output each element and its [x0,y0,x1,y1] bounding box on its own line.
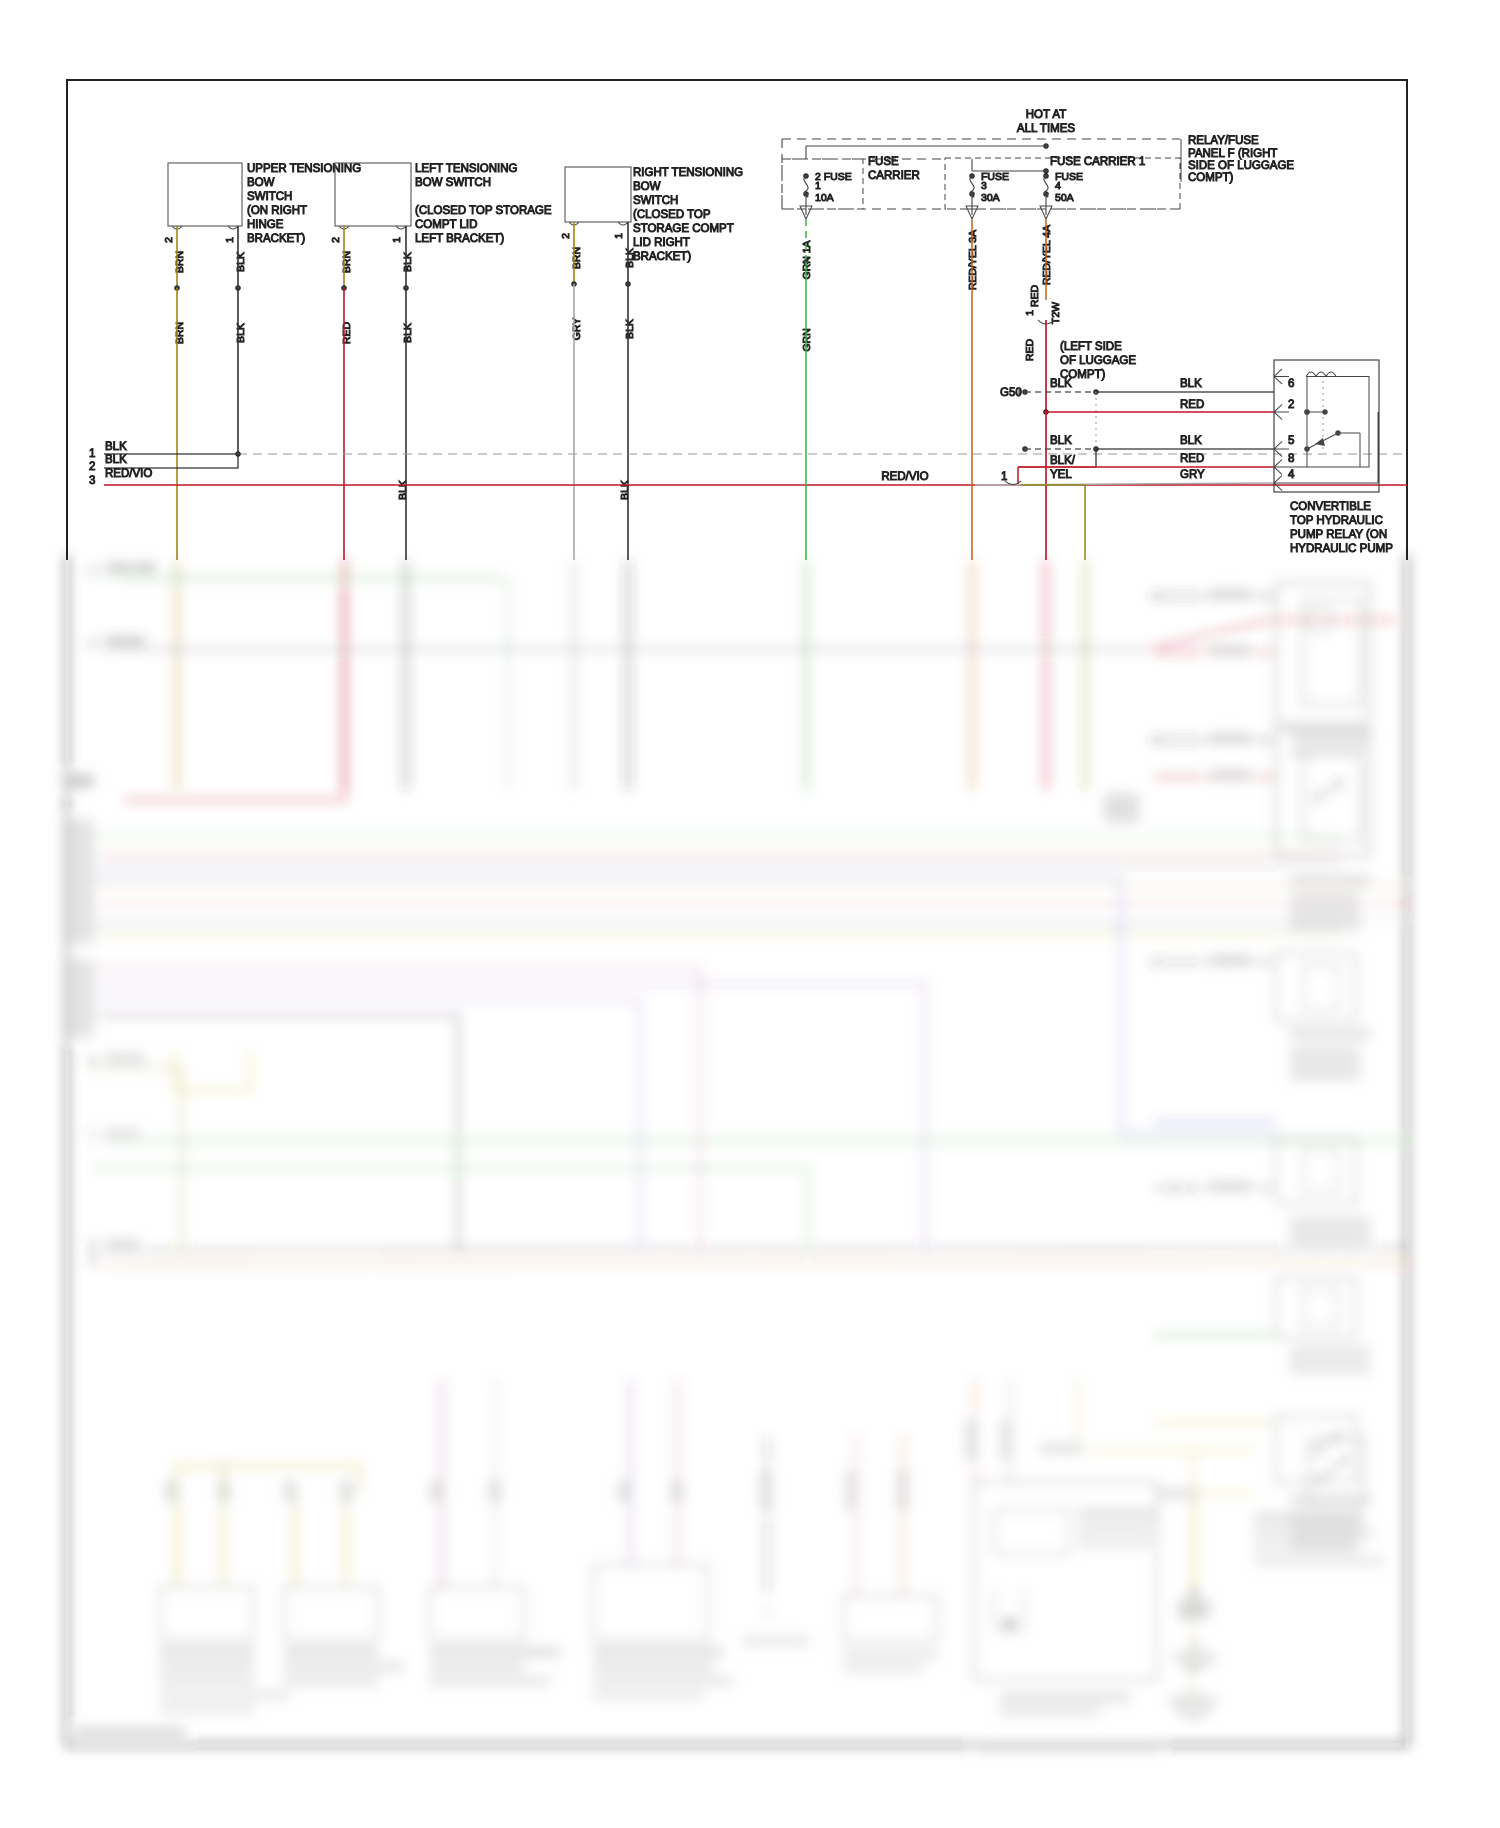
svg-text:FUSE CARRIER 1: FUSE CARRIER 1 [1050,156,1145,168]
svg-text:SIDE OF LUGGAGE: SIDE OF LUGGAGE [1188,160,1294,172]
svg-text:5: 5 [1288,435,1294,447]
svg-text:GRN: GRN [801,328,813,351]
svg-text:RED: RED [1180,399,1204,411]
svg-text:BRN: BRN [571,247,583,269]
svg-text:RED/VIO: RED/VIO [105,468,152,480]
svg-text:HOT AT: HOT AT [1026,109,1066,121]
svg-text:4: 4 [1288,469,1295,481]
svg-text:8: 8 [90,1241,96,1253]
svg-text:ALL TIMES: ALL TIMES [1017,123,1075,135]
svg-text:BLK: BLK [1180,435,1202,447]
svg-text:HINGE: HINGE [247,219,284,231]
svg-text:RIGHT TENSIONING: RIGHT TENSIONING [633,167,743,179]
svg-text:1: 1 [1024,310,1036,316]
svg-text:BRN: BRN [174,251,186,273]
svg-text:GRY: GRY [571,318,583,341]
svg-text:2: 2 [163,237,175,243]
svg-text:6: 6 [1288,378,1294,390]
svg-text:2: 2 [89,461,95,473]
svg-text:HYDRAULIC PUMP: HYDRAULIC PUMP [1290,543,1393,555]
svg-text:GRY: GRY [1180,469,1205,481]
svg-text:SWITCH: SWITCH [633,195,678,207]
svg-text:1: 1 [1001,471,1007,483]
svg-text:BLK: BLK [397,480,409,500]
svg-text:OF LUGGAGE: OF LUGGAGE [1060,355,1136,367]
svg-text:BRN: BRN [174,322,186,344]
svg-text:GROUND: GROUND [105,563,156,575]
svg-text:BLK: BLK [105,441,127,453]
svg-text:RED/YEL 3A: RED/YEL 3A [967,230,979,290]
svg-text:PANEL F (RIGHT: PANEL F (RIGHT [1188,148,1277,160]
svg-text:10A: 10A [815,192,834,204]
svg-text:SWITCH: SWITCH [247,191,292,203]
svg-text:1: 1 [224,237,236,243]
svg-text:LEFT BRACKET): LEFT BRACKET) [415,233,504,245]
svg-text:BRACKET): BRACKET) [633,251,691,263]
svg-text:50A: 50A [1055,192,1074,204]
svg-text:BLK: BLK [402,252,414,272]
svg-text:UPPER TENSIONING: UPPER TENSIONING [247,163,361,175]
svg-text:FUSE: FUSE [868,156,899,168]
svg-text:YEL: YEL [1050,469,1072,481]
svg-text:SIGNAL: SIGNAL [105,636,148,648]
svg-text:8: 8 [1288,453,1294,465]
svg-text:1: 1 [613,233,625,239]
svg-text:1: 1 [391,237,403,243]
svg-text:(CLOSED TOP STORAGE: (CLOSED TOP STORAGE [415,205,552,217]
svg-text:BLK: BLK [1050,378,1072,390]
svg-text:(CLOSED TOP: (CLOSED TOP [633,209,711,221]
svg-text:RED: RED [1180,453,1204,465]
svg-text:4: 4 [1055,180,1061,192]
svg-text:BLK: BLK [619,480,631,500]
svg-text:TOP HYDRAULIC: TOP HYDRAULIC [1290,515,1383,527]
svg-text:6: 6 [90,1056,96,1068]
svg-text:BLK: BLK [235,323,247,343]
svg-text:3: 3 [89,475,95,487]
svg-text:BOW SWITCH: BOW SWITCH [415,177,491,189]
svg-text:PUMP RELAY (ON: PUMP RELAY (ON [1290,529,1387,541]
svg-text:LEFT TENSIONING: LEFT TENSIONING [415,163,518,175]
svg-text:CONVERTIBLE: CONVERTIBLE [1290,501,1371,513]
svg-text:3: 3 [981,180,987,192]
svg-text:COMPT): COMPT) [1188,172,1234,184]
svg-text:RED/VIO: RED/VIO [881,471,928,483]
svg-text:30A: 30A [981,192,1000,204]
svg-text:2: 2 [560,233,572,239]
svg-text:BOW: BOW [247,177,275,189]
svg-text:4: 4 [90,566,97,578]
svg-text:CARRIER: CARRIER [868,170,920,182]
svg-text:9: 9 [90,1255,96,1267]
svg-text:BLK: BLK [1050,435,1072,447]
svg-text:RELAY/FUSE: RELAY/FUSE [1188,135,1259,147]
svg-text:RED/YEL 4A: RED/YEL 4A [1041,225,1053,285]
svg-text:BRN: BRN [341,251,353,273]
svg-text:7: 7 [90,1131,96,1143]
svg-text:BLK: BLK [1180,378,1202,390]
svg-text:STORAGE COMPT: STORAGE COMPT [633,223,734,235]
svg-text:(ON RIGHT: (ON RIGHT [247,205,307,217]
svg-text:BLK: BLK [624,319,636,339]
svg-text:BLK: BLK [105,454,127,466]
svg-text:COMPT LID: COMPT LID [415,219,477,231]
svg-text:BLK: BLK [624,248,636,268]
svg-text:RED: RED [1024,338,1036,361]
svg-text:2: 2 [330,237,342,243]
svg-text:2: 2 [1288,399,1294,411]
svg-text:RED: RED [341,321,353,344]
svg-text:BLK: BLK [402,323,414,343]
svg-text:1: 1 [89,448,95,460]
svg-text:BLK/: BLK/ [1050,455,1076,467]
svg-text:1: 1 [815,180,821,192]
svg-text:RED: RED [1029,284,1041,307]
svg-text:5: 5 [90,639,96,651]
svg-text:BLK: BLK [235,252,247,272]
svg-text:BRACKET): BRACKET) [247,233,305,245]
svg-text:T2W: T2W [1050,302,1062,324]
svg-text:(LEFT SIDE: (LEFT SIDE [1060,341,1122,353]
svg-text:LID RIGHT: LID RIGHT [633,237,690,249]
svg-text:BOW: BOW [633,181,661,193]
